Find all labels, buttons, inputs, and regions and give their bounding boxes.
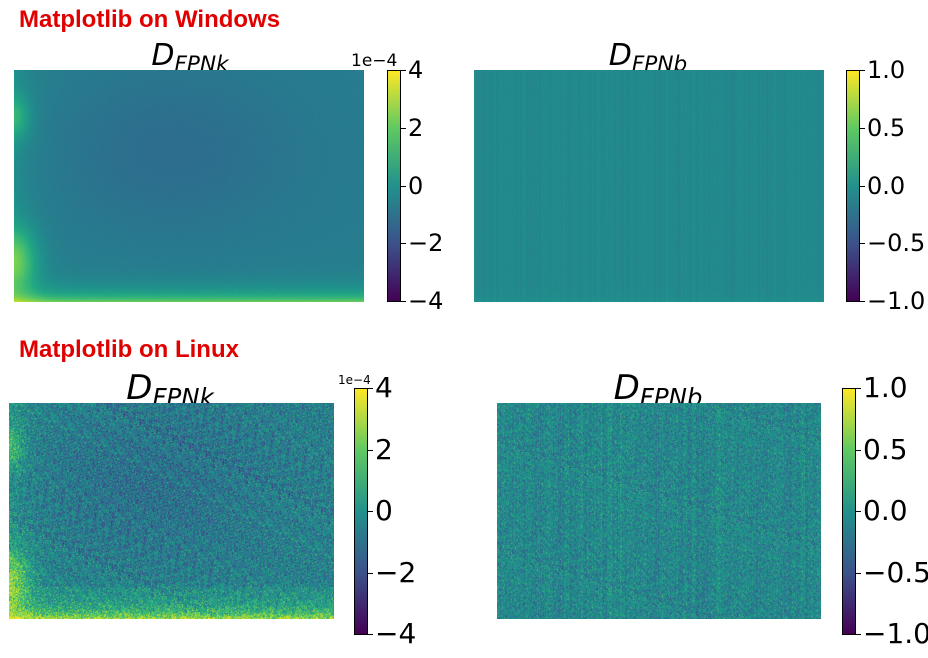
colorbar-tick-label: 1.0	[867, 56, 906, 84]
colorbar-tick	[860, 127, 865, 129]
colorbar-tick-label: 2	[375, 432, 393, 466]
colorbar-tick	[368, 449, 373, 451]
colorbar-tick	[856, 449, 861, 451]
colorbar-tick	[401, 301, 406, 302]
colorbar-tick-label: 0	[408, 171, 424, 200]
colorbar-tick-label: −4	[375, 617, 417, 650]
colorbar-tick-label: 1.0	[863, 371, 908, 404]
colorbar-tick	[401, 127, 406, 129]
colorbar-tick-label: −2	[408, 229, 444, 258]
windows-section-title: Matplotlib on Windows	[19, 6, 281, 33]
colorbar-tick	[860, 70, 865, 71]
linux-section-title: Matplotlib on Linux	[19, 336, 239, 363]
colorbar-tick-label: 0	[375, 494, 393, 527]
panel-title-main: D	[126, 368, 153, 408]
colorbar-tick-label: 0.0	[863, 494, 908, 527]
colorbar-windows-fpnk	[387, 70, 401, 302]
colorbar-tick	[856, 388, 861, 389]
colorbar-windows-fpnb	[846, 70, 860, 302]
colorbar-exponent-label: 1e−4	[351, 51, 398, 71]
panel-title-main: D	[613, 368, 640, 408]
colorbar-tick	[860, 301, 865, 302]
panel-title-main: D	[151, 38, 175, 73]
colorbar-tick	[860, 243, 865, 245]
colorbar-tick-label: 2	[408, 113, 424, 142]
colorbar-tick	[401, 70, 406, 71]
colorbar-tick-label: 4	[375, 371, 393, 404]
heatmap-windows-fpnk	[14, 70, 364, 302]
colorbar-linux-fpnb	[842, 388, 856, 635]
colorbar-tick-label: −1.0	[863, 617, 928, 650]
colorbar-tick	[368, 572, 373, 574]
colorbar-tick-label: 4	[408, 56, 424, 84]
colorbar-exponent-label: 1e−4	[338, 373, 371, 387]
colorbar-tick	[856, 634, 861, 635]
heatmap-linux-fpnk	[9, 403, 334, 619]
colorbar-tick-label: −0.5	[863, 555, 928, 589]
colorbar-tick-label: −4	[408, 287, 444, 315]
colorbar-tick	[856, 572, 861, 574]
colorbar-tick	[860, 185, 865, 187]
heatmap-windows-fpnb	[474, 70, 824, 302]
colorbar-linux-fpnk	[354, 388, 368, 635]
colorbar-tick-label: −1.0	[867, 287, 926, 315]
colorbar-tick-label: 0.0	[867, 171, 906, 200]
heatmap-linux-fpnb	[497, 403, 821, 619]
colorbar-tick-label: −2	[375, 555, 417, 589]
colorbar-tick	[368, 388, 373, 389]
colorbar-tick	[368, 634, 373, 635]
colorbar-tick-label: 0.5	[863, 432, 908, 466]
colorbar-tick	[401, 185, 406, 187]
panel-title-main: D	[608, 38, 632, 73]
colorbar-tick	[401, 243, 406, 245]
colorbar-tick-label: 0.5	[867, 113, 906, 142]
colorbar-tick	[368, 511, 373, 512]
colorbar-tick	[856, 511, 861, 512]
colorbar-tick-label: −0.5	[867, 229, 926, 258]
